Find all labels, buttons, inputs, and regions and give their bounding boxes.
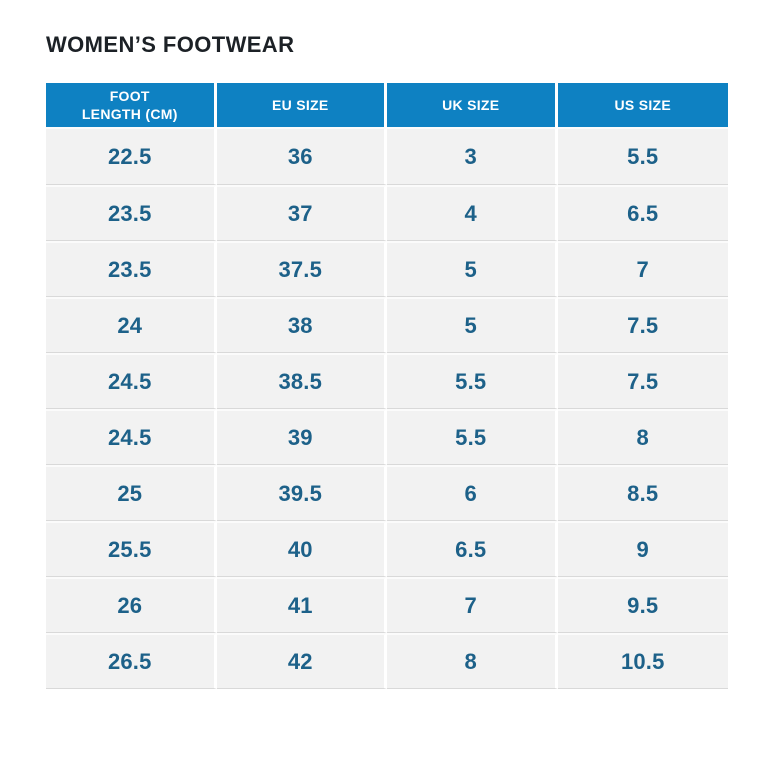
- cell-eu-size: 36: [216, 129, 387, 186]
- cell-foot-length-cm: 23.5: [46, 185, 217, 242]
- cell-foot-length-cm: 24.5: [46, 409, 217, 466]
- cell-us-size: 8.5: [557, 465, 728, 522]
- cell-foot-length-cm: 23.5: [46, 241, 217, 298]
- cell-eu-size: 41: [216, 577, 387, 634]
- cell-uk-size: 4: [387, 185, 558, 242]
- column-header-us-size: US SIZE: [557, 83, 728, 130]
- cell-eu-size: 39.5: [216, 465, 387, 522]
- cell-us-size: 9.5: [557, 577, 728, 634]
- cell-foot-length-cm: 24: [46, 297, 217, 354]
- table-row: 26 41 7 9.5: [46, 577, 728, 634]
- cell-uk-size: 7: [387, 577, 558, 634]
- cell-eu-size: 38: [216, 297, 387, 354]
- table-row: 24.5 38.5 5.5 7.5: [46, 353, 728, 410]
- cell-foot-length-cm: 26.5: [46, 633, 217, 690]
- page-title: WOMEN’S FOOTWEAR: [46, 32, 295, 57]
- column-header-eu-size: EU SIZE: [216, 83, 387, 130]
- cell-foot-length-cm: 25.5: [46, 521, 217, 578]
- cell-foot-length-cm: 22.5: [46, 129, 217, 186]
- table-row: 24 38 5 7.5: [46, 297, 728, 354]
- size-chart-header: FOOT LENGTH (CM) EU SIZE UK SIZE US SIZE: [46, 83, 728, 130]
- cell-foot-length-cm: 25: [46, 465, 217, 522]
- cell-eu-size: 39: [216, 409, 387, 466]
- table-row: 24.5 39 5.5 8: [46, 409, 728, 466]
- cell-eu-size: 40: [216, 521, 387, 578]
- cell-us-size: 5.5: [557, 129, 728, 186]
- table-row: 23.5 37.5 5 7: [46, 241, 728, 298]
- table-row: 23.5 37 4 6.5: [46, 185, 728, 242]
- cell-uk-size: 5: [387, 297, 558, 354]
- cell-eu-size: 37.5: [216, 241, 387, 298]
- table-row: 26.5 42 8 10.5: [46, 633, 728, 690]
- size-chart-table: FOOT LENGTH (CM) EU SIZE UK SIZE US SIZE 22…: [46, 83, 728, 690]
- cell-uk-size: 5: [387, 241, 558, 298]
- cell-foot-length-cm: 24.5: [46, 353, 217, 410]
- cell-uk-size: 6.5: [387, 521, 558, 578]
- cell-uk-size: 5.5: [387, 353, 558, 410]
- size-guide-page: WOMEN’S FOOTWEAR FOOT LENGTH (CM) EU SIZE…: [46, 32, 728, 690]
- cell-eu-size: 42: [216, 633, 387, 690]
- cell-us-size: 10.5: [557, 633, 728, 690]
- cell-eu-size: 37: [216, 185, 387, 242]
- cell-us-size: 7: [557, 241, 728, 298]
- table-row: 22.5 36 3 5.5: [46, 129, 728, 186]
- cell-us-size: 8: [557, 409, 728, 466]
- cell-us-size: 6.5: [557, 185, 728, 242]
- cell-us-size: 9: [557, 521, 728, 578]
- cell-eu-size: 38.5: [216, 353, 387, 410]
- cell-us-size: 7.5: [557, 353, 728, 410]
- cell-uk-size: 6: [387, 465, 558, 522]
- cell-foot-length-cm: 26: [46, 577, 217, 634]
- table-row: 25.5 40 6.5 9: [46, 521, 728, 578]
- size-chart-body: 22.5 36 3 5.5 23.5 37 4 6.5 23.5 37.5 5 7 24 38 5 7.5 24…: [46, 129, 728, 690]
- column-header-uk-size: UK SIZE: [387, 83, 558, 130]
- cell-us-size: 7.5: [557, 297, 728, 354]
- table-row: 25 39.5 6 8.5: [46, 465, 728, 522]
- cell-uk-size: 8: [387, 633, 558, 690]
- column-header-foot-length-cm: FOOT LENGTH (CM): [46, 83, 217, 130]
- header-row: FOOT LENGTH (CM) EU SIZE UK SIZE US SIZE: [46, 83, 728, 130]
- cell-uk-size: 5.5: [387, 409, 558, 466]
- cell-uk-size: 3: [387, 129, 558, 186]
